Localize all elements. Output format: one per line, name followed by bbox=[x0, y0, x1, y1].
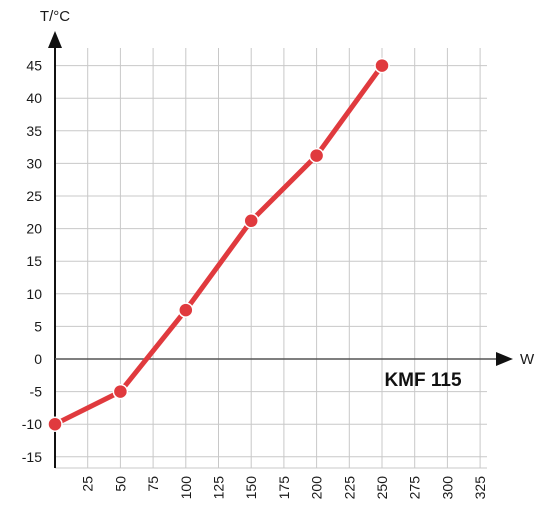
series bbox=[47, 57, 390, 432]
y-tick-label: 35 bbox=[26, 123, 42, 139]
data-point bbox=[374, 57, 390, 74]
y-tick-label: 10 bbox=[26, 286, 42, 302]
x-tick-label: 225 bbox=[341, 476, 357, 500]
x-tick-label: 300 bbox=[439, 476, 455, 500]
grid bbox=[55, 48, 487, 469]
data-point bbox=[112, 383, 129, 400]
x-tick-label: 125 bbox=[211, 476, 227, 500]
tick-labels: -15 -10 -5 0 5 10 15 20 25 30 35 40 45 25 50 75 100 125 15… bbox=[22, 58, 488, 500]
data-point bbox=[178, 302, 194, 318]
y-tick-label: 25 bbox=[26, 188, 42, 204]
x-tick-label: 25 bbox=[80, 476, 96, 492]
x-tick-label: 50 bbox=[112, 476, 128, 492]
x-tick-label: 175 bbox=[276, 476, 292, 500]
y-tick-label: -10 bbox=[22, 416, 42, 432]
y-tick-label: 15 bbox=[26, 253, 42, 269]
y-tick-label: 20 bbox=[26, 221, 42, 237]
x-tick-label: 275 bbox=[407, 476, 423, 500]
chart-title: KMF 115 bbox=[384, 370, 462, 391]
data-point bbox=[308, 147, 325, 164]
x-tick-label: 325 bbox=[472, 476, 488, 500]
series-line bbox=[52, 63, 385, 427]
y-tick-label: 45 bbox=[26, 58, 42, 74]
data-point bbox=[243, 213, 259, 229]
axes bbox=[48, 31, 513, 468]
y-tick-label: 5 bbox=[34, 318, 42, 334]
y-tick-label: -15 bbox=[22, 449, 42, 465]
x-tick-label: 200 bbox=[309, 476, 325, 500]
y-tick-label: 30 bbox=[26, 155, 42, 171]
x-tick-label: 250 bbox=[374, 476, 390, 500]
y-axis-arrow bbox=[48, 31, 62, 48]
x-tick-label: 100 bbox=[178, 476, 194, 500]
y-tick-label: 0 bbox=[34, 351, 42, 367]
x-axis-arrow bbox=[496, 352, 513, 366]
x-axis-label: W bbox=[520, 351, 535, 368]
y-axis-label: T/°C bbox=[40, 8, 70, 25]
y-tick-label: 40 bbox=[26, 90, 42, 106]
x-tick-label: 75 bbox=[145, 476, 161, 492]
x-tick-label: 150 bbox=[243, 476, 259, 500]
y-tick-label: -5 bbox=[30, 384, 43, 400]
data-point bbox=[47, 416, 63, 432]
